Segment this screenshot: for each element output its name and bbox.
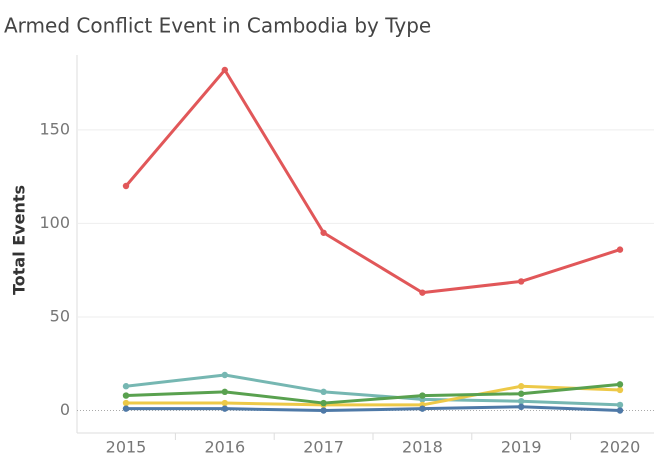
- data-point: [320, 407, 327, 414]
- y-tick-label: 50: [50, 306, 70, 325]
- data-point: [616, 386, 624, 394]
- data-point: [518, 397, 525, 405]
- x-tick-label: 2016: [204, 438, 245, 457]
- data-point: [122, 405, 130, 412]
- data-point: [616, 407, 624, 414]
- x-tick-label: 2015: [106, 438, 147, 457]
- y-tick-label: 0: [60, 400, 70, 419]
- x-tick-label: 2019: [501, 438, 542, 457]
- x-tick-label: 2018: [402, 438, 443, 457]
- data-point: [518, 403, 525, 411]
- data-point: [122, 399, 130, 407]
- y-axis-label: Total Events: [10, 185, 29, 295]
- series-line: [126, 405, 621, 413]
- data-point: [122, 392, 130, 399]
- data-point: [518, 383, 525, 390]
- x-tick-label: 2020: [600, 438, 641, 457]
- series-line: [124, 68, 621, 295]
- series-line: [125, 382, 621, 405]
- data-point: [320, 399, 327, 407]
- x-tick-label: 2017: [303, 438, 344, 457]
- series-line: [126, 384, 621, 407]
- data-point: [221, 66, 228, 74]
- series-line: [125, 373, 621, 407]
- data-point: [221, 388, 228, 396]
- data-point: [320, 388, 327, 396]
- data-point: [419, 405, 426, 412]
- data-point: [616, 246, 624, 253]
- chart-title: Armed Conflict Event in Cambodia by Type: [4, 14, 431, 38]
- data-point: [419, 289, 426, 296]
- data-point: [221, 371, 228, 379]
- data-point: [122, 383, 130, 390]
- data-point: [122, 182, 130, 190]
- data-point: [518, 390, 525, 397]
- y-tick-label: 100: [39, 213, 70, 232]
- data-point: [419, 392, 426, 399]
- data-point: [616, 401, 624, 409]
- data-point: [221, 405, 228, 412]
- data-point: [221, 399, 228, 407]
- data-point: [518, 278, 525, 285]
- data-point: [616, 381, 624, 388]
- data-point: [320, 229, 327, 236]
- y-tick-label: 150: [39, 119, 70, 138]
